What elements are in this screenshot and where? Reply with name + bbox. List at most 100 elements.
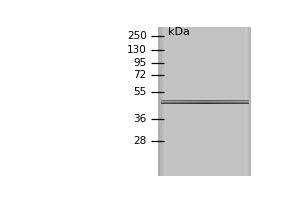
Bar — [216, 27, 217, 176]
Bar — [231, 100, 234, 104]
Text: 95: 95 — [134, 58, 147, 68]
Bar — [247, 27, 248, 176]
Text: 130: 130 — [127, 45, 147, 55]
Bar — [217, 27, 219, 176]
Text: 36: 36 — [134, 114, 147, 124]
Bar — [181, 100, 184, 104]
Bar — [180, 27, 182, 176]
Bar — [248, 27, 250, 176]
Bar — [214, 27, 216, 176]
Bar — [240, 100, 243, 104]
Bar — [199, 100, 202, 104]
Bar — [220, 27, 222, 176]
Bar — [165, 27, 166, 176]
Bar — [158, 27, 160, 176]
Bar — [206, 27, 208, 176]
Bar — [160, 27, 161, 176]
Bar — [208, 27, 210, 176]
Bar — [169, 27, 171, 176]
Bar — [166, 27, 168, 176]
Bar — [176, 27, 177, 176]
Bar — [193, 100, 196, 104]
Bar — [183, 27, 185, 176]
Bar — [199, 27, 200, 176]
Bar — [214, 100, 217, 104]
Bar — [225, 27, 226, 176]
Bar — [190, 100, 193, 104]
Bar — [163, 27, 165, 176]
Bar — [234, 100, 237, 104]
Bar — [244, 27, 245, 176]
Bar — [228, 27, 230, 176]
Bar — [234, 27, 236, 176]
Bar — [167, 100, 170, 104]
Bar — [172, 27, 174, 176]
Bar — [245, 27, 247, 176]
Bar — [219, 27, 220, 176]
Bar — [205, 100, 208, 104]
Bar — [208, 100, 211, 104]
Text: 55: 55 — [134, 87, 147, 97]
Bar — [226, 100, 229, 104]
Bar — [161, 100, 164, 104]
Bar — [197, 27, 199, 176]
Bar — [176, 100, 178, 104]
Bar — [178, 27, 180, 176]
Bar — [230, 27, 231, 176]
Bar — [168, 27, 169, 176]
Bar — [238, 27, 239, 176]
Bar — [161, 100, 249, 101]
Bar — [250, 27, 251, 176]
Bar — [187, 100, 190, 104]
Bar — [210, 27, 211, 176]
Text: 28: 28 — [134, 136, 147, 146]
Bar — [196, 27, 197, 176]
Bar — [224, 27, 225, 176]
Bar — [196, 100, 199, 104]
Bar — [200, 27, 202, 176]
Bar — [237, 100, 240, 104]
Bar — [211, 27, 213, 176]
Bar — [174, 27, 176, 176]
Bar — [161, 27, 163, 176]
Bar — [241, 27, 242, 176]
Bar — [184, 100, 187, 104]
Bar — [217, 100, 220, 104]
Bar — [185, 27, 186, 176]
Bar — [191, 27, 193, 176]
Bar — [172, 100, 176, 104]
Text: kDa: kDa — [168, 27, 190, 37]
Bar — [188, 27, 189, 176]
Bar — [229, 100, 231, 104]
Bar — [161, 101, 249, 102]
Bar — [213, 27, 214, 176]
Bar — [242, 27, 244, 176]
Bar — [169, 100, 172, 104]
Text: 250: 250 — [127, 31, 147, 41]
Bar — [202, 27, 203, 176]
Bar — [223, 100, 226, 104]
Bar — [239, 27, 241, 176]
Bar — [161, 103, 249, 104]
Bar — [193, 27, 194, 176]
Bar — [178, 100, 181, 104]
Bar — [231, 27, 233, 176]
Bar — [243, 100, 246, 104]
Bar — [226, 27, 228, 176]
Text: 72: 72 — [134, 70, 147, 80]
Bar — [171, 27, 172, 176]
Bar — [202, 100, 205, 104]
Bar — [186, 27, 188, 176]
Bar — [236, 27, 238, 176]
Bar — [246, 100, 249, 104]
Bar — [194, 27, 196, 176]
Bar — [211, 100, 214, 104]
Bar — [182, 27, 183, 176]
Bar — [203, 27, 205, 176]
Bar — [205, 27, 206, 176]
Bar — [222, 27, 224, 176]
Bar — [177, 27, 178, 176]
Bar — [161, 102, 249, 103]
Bar — [233, 27, 234, 176]
Bar — [164, 100, 166, 104]
